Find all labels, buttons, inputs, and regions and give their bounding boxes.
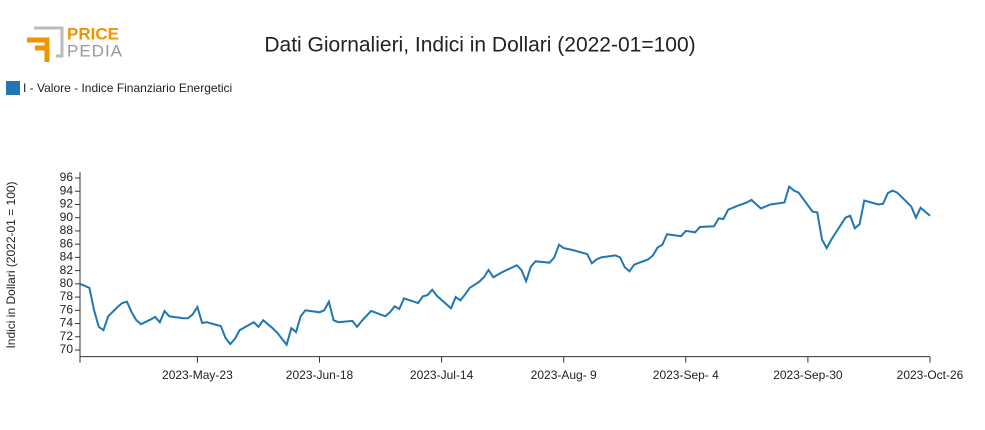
x-tick-label: 2023-Sep- 4 [653, 368, 719, 382]
x-tick-label: 2023-Aug- 9 [531, 368, 597, 382]
logo-mark [27, 37, 50, 62]
y-tick-label: 86 [60, 236, 74, 250]
y-tick-label: 76 [60, 302, 74, 316]
y-tick-label: 96 [60, 170, 74, 184]
x-tick-label: 2023-May-23 [162, 368, 233, 382]
y-tick-label: 78 [60, 289, 74, 303]
y-tick-label: 90 [60, 210, 74, 224]
logo-text: PRICE [67, 24, 119, 43]
y-tick-label: 88 [60, 223, 74, 237]
y-tick-label: 80 [60, 276, 74, 290]
y-tick-label: 70 [60, 342, 74, 356]
y-tick-label: 84 [60, 250, 74, 264]
logo: PRICE PEDIA [27, 24, 123, 62]
y-tick-label: 72 [60, 329, 74, 343]
chart-title: Dati Giornalieri, Indici in Dollari (202… [264, 34, 695, 57]
x-tick-label: 2023-Oct-26 [897, 368, 964, 382]
x-tick-label: 2023-Sep-30 [773, 368, 843, 382]
legend-label: I - Valore - Indice Finanziario Energeti… [23, 81, 232, 95]
logo-mark-grey [34, 26, 64, 58]
y-axis-label: Indici in Dollari (2022-01 = 100) [4, 181, 18, 348]
y-tick-label: 94 [60, 183, 74, 197]
y-tick-label: 82 [60, 263, 74, 277]
data-line [79, 184, 931, 347]
x-tick-label: 2023-Jul-14 [410, 368, 474, 382]
x-tick-label: 2023-Jun-18 [286, 368, 354, 382]
legend-swatch [6, 81, 20, 95]
y-tick-label: 74 [60, 316, 74, 330]
y-tick-label: 92 [60, 197, 74, 211]
logo-text: PEDIA [67, 41, 123, 60]
